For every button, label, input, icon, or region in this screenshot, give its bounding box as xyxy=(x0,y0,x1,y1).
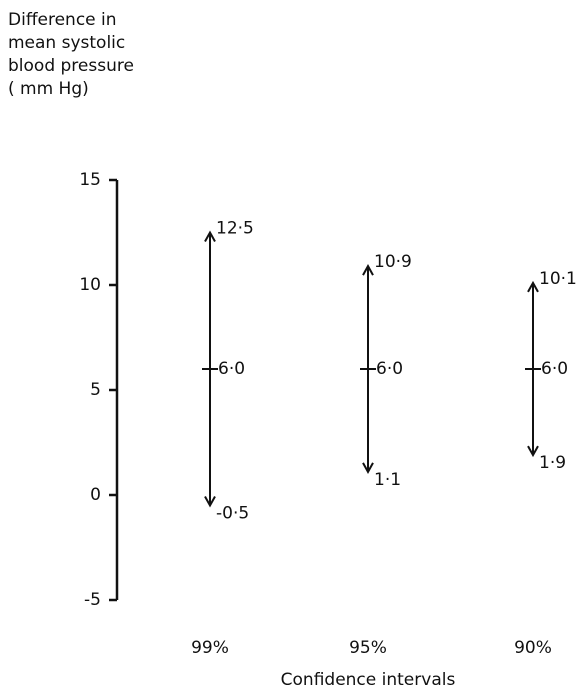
x-tick-label: 99% xyxy=(191,638,229,658)
data-label: 12·5 xyxy=(216,219,254,239)
y-axis-label: mean systolic xyxy=(8,33,125,53)
data-label: 10·9 xyxy=(374,252,412,272)
arrow-head xyxy=(362,462,374,474)
arrow-head xyxy=(527,445,539,458)
data-label: 6·0 xyxy=(218,359,245,379)
y-axis-label: blood pressure xyxy=(8,56,134,76)
data-label: 1·9 xyxy=(539,453,566,473)
y-tick-label: 0 xyxy=(90,485,101,505)
data-label: -0·5 xyxy=(216,504,249,524)
data-label: 10·1 xyxy=(539,269,577,289)
x-tick-label: 90% xyxy=(514,638,552,658)
x-axis-label: Confidence intervals xyxy=(281,670,456,690)
x-tick-label: 95% xyxy=(349,638,387,658)
y-tick-label: 15 xyxy=(79,170,101,190)
data-label: 6·0 xyxy=(541,359,568,379)
y-tick-label: 5 xyxy=(90,380,101,400)
arrow-head xyxy=(527,280,539,293)
arrow-head xyxy=(204,230,216,242)
arrow-head xyxy=(362,264,374,276)
data-label: 1·1 xyxy=(374,470,401,490)
y-axis-label: Difference in xyxy=(8,10,117,30)
y-tick-label: 10 xyxy=(79,275,101,295)
data-label: 6·0 xyxy=(376,359,403,379)
arrow-head xyxy=(204,496,216,508)
y-tick-label: -5 xyxy=(84,590,101,610)
y-axis-label: ( mm Hg) xyxy=(8,79,89,99)
